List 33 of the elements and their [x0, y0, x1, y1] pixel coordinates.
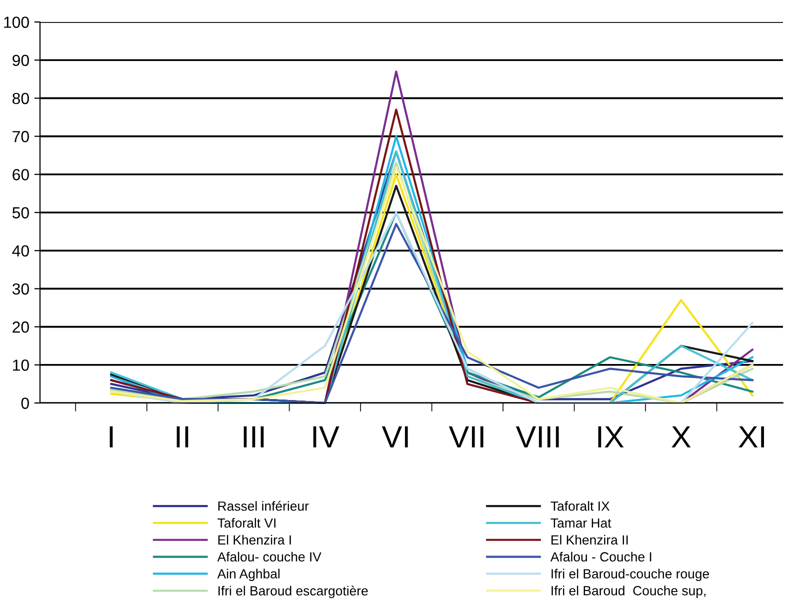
y-tick-label: 20	[12, 321, 29, 333]
legend-label: El Khenzira II	[552, 534, 628, 545]
x-tick-label: VI	[382, 426, 408, 448]
legend-label: Taforalt IX	[550, 501, 610, 511]
y-tick-label: 40	[12, 245, 29, 257]
y-tick-label: 90	[12, 54, 29, 66]
x-tick-label: I	[110, 426, 113, 448]
x-tick-label: VII	[448, 426, 484, 448]
y-tick-label: 10	[13, 360, 29, 371]
x-tick-label: II	[176, 426, 188, 448]
legend-label: Ifri el Baroud Couche sup,	[552, 586, 706, 598]
y-tick-label: 60	[12, 169, 29, 180]
x-tick-label: XI	[738, 426, 764, 448]
y-tick-label: 50	[12, 207, 29, 218]
legend-label: Afalou - Couche I	[550, 552, 652, 562]
y-tick-label: 30	[12, 283, 29, 295]
x-tick-label: IV	[313, 426, 340, 448]
legend-label: Ifri el Baroud-couche rouge	[552, 568, 709, 582]
legend-label: Rassel inférieur	[218, 500, 309, 511]
legend-label: El Khenzira I	[218, 534, 291, 545]
legend-label: Afalou- couche IV	[217, 552, 322, 562]
x-tick-label: III	[244, 426, 264, 448]
x-tick-label: VIII	[516, 426, 559, 448]
y-tick-label: 80	[12, 92, 29, 104]
legend-label: Ain Aghbal	[217, 568, 280, 582]
legend-label: Taforalt VI	[218, 518, 276, 528]
legend-label: Tamar Hat	[550, 518, 612, 528]
x-tick-label: X	[672, 426, 691, 448]
y-tick-label: 0	[21, 398, 29, 409]
x-tick-label: IX	[598, 426, 624, 448]
legend-label: Ifri el Baroud escargotière	[218, 586, 368, 598]
y-tick-label: 100	[4, 16, 29, 28]
y-tick-label: 70	[12, 130, 29, 142]
